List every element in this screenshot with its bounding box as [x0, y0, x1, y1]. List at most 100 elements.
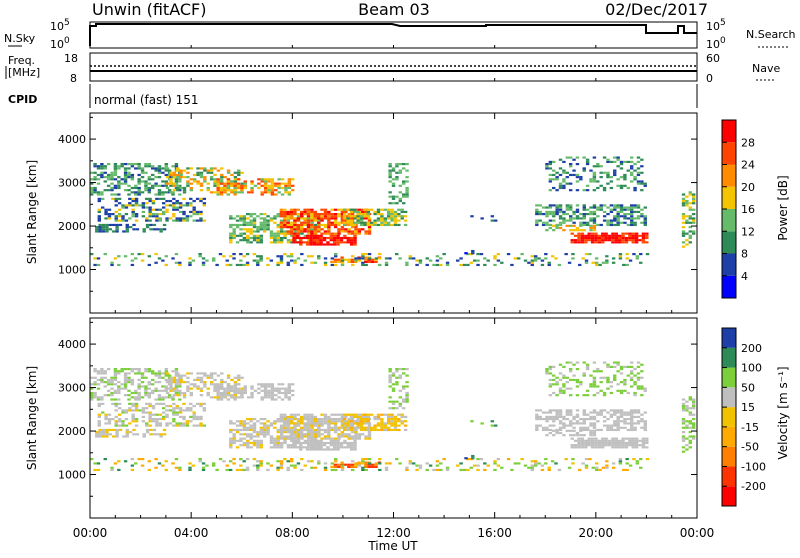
power-cell — [131, 208, 135, 211]
power-cell — [343, 241, 347, 244]
velocity-cell — [117, 424, 122, 427]
velocity-cell — [215, 468, 219, 472]
velocity-cell — [114, 424, 118, 427]
power-cell — [575, 189, 580, 192]
power-cell — [161, 206, 166, 209]
velocity-cell — [148, 415, 152, 418]
velocity-cell — [256, 433, 260, 436]
velocity-cell — [309, 446, 313, 449]
power-cell — [161, 193, 165, 196]
velocity-cell — [286, 444, 291, 447]
power-cell — [616, 206, 620, 209]
velocity-cell — [242, 422, 247, 425]
velocity-cell — [572, 418, 576, 421]
power-cell — [401, 163, 406, 166]
velocity-cell — [290, 426, 294, 429]
power-cell — [103, 253, 107, 256]
velocity-cell — [100, 372, 104, 375]
velocity-cell — [619, 420, 624, 423]
power-cell — [329, 243, 334, 246]
velocity-cell — [691, 437, 696, 440]
power-cbar-tick-label: 16 — [741, 203, 755, 216]
velocity-cell — [165, 424, 169, 427]
power-cell — [179, 176, 183, 179]
power-cell — [340, 215, 345, 218]
power-cell — [124, 204, 129, 207]
velocity-cell — [633, 415, 637, 418]
power-cell — [619, 160, 624, 163]
power-cell — [137, 163, 141, 166]
velocity-cell — [300, 426, 304, 429]
velocity-cell — [148, 402, 152, 405]
power-cell — [579, 229, 583, 232]
velocity-cell — [283, 424, 287, 427]
velocity-cell — [599, 381, 603, 384]
velocity-cell — [206, 391, 210, 395]
power-cell — [162, 228, 167, 231]
velocity-cell — [614, 441, 618, 445]
velocity-cell — [640, 387, 644, 390]
power-cell — [691, 197, 696, 200]
power-cell — [614, 236, 618, 240]
power-cell — [356, 219, 360, 222]
power-cell — [233, 189, 238, 192]
power-cell — [189, 178, 193, 181]
velocity-cell — [219, 396, 224, 399]
power-ylabel: Slant Range [km] — [25, 160, 39, 264]
velocity-cell — [169, 378, 173, 382]
power-cell — [130, 176, 135, 179]
velocity-cell — [582, 413, 586, 416]
power-cell — [246, 228, 250, 231]
power-cell — [555, 210, 559, 213]
power-cell — [310, 255, 314, 258]
power-cell — [303, 221, 307, 224]
power-cell — [582, 229, 586, 232]
velocity-cell — [306, 431, 311, 434]
velocity-cell — [134, 407, 139, 410]
velocity-cell — [538, 424, 542, 427]
power-cell — [273, 234, 277, 237]
velocity-cell — [313, 435, 317, 438]
velocity-cell — [110, 391, 114, 395]
velocity-cell — [619, 409, 624, 412]
velocity-cell — [98, 431, 102, 434]
power-cell — [176, 173, 180, 177]
velocity-cell — [552, 365, 556, 368]
power-cell — [350, 260, 355, 263]
velocity-cell — [565, 413, 570, 416]
velocity-cell — [310, 418, 314, 421]
velocity-cell — [174, 368, 179, 371]
power-cell — [333, 234, 337, 237]
power-cell — [403, 223, 408, 227]
velocity-cell — [209, 383, 214, 386]
velocity-cell — [589, 374, 593, 377]
velocity-cell — [266, 426, 270, 429]
velocity-cell — [269, 437, 274, 440]
power-cell — [364, 210, 368, 213]
velocity-cell — [320, 437, 324, 440]
power-cell — [252, 230, 257, 233]
velocity-cell — [201, 466, 206, 469]
power-cell — [98, 228, 102, 231]
power-cell — [378, 263, 382, 267]
velocity-cell — [558, 411, 563, 414]
power-cell — [384, 261, 389, 264]
power-cell — [110, 171, 114, 174]
power-cell — [115, 223, 119, 227]
power-cell — [545, 215, 549, 218]
power-cell — [571, 257, 575, 260]
power-cell — [147, 163, 152, 166]
power-cell — [688, 236, 693, 240]
power-cell — [605, 261, 609, 264]
velocity-cell — [123, 385, 128, 388]
power-cell — [140, 191, 145, 194]
power-cell — [630, 208, 634, 211]
power-cell — [589, 210, 593, 213]
power-cell — [196, 173, 200, 177]
power-cell — [229, 239, 233, 242]
velocity-cell — [373, 418, 377, 421]
velocity-cell — [327, 422, 331, 425]
velocity-cell — [246, 426, 250, 429]
power-cell — [114, 215, 118, 218]
velocity-cell — [97, 420, 101, 423]
